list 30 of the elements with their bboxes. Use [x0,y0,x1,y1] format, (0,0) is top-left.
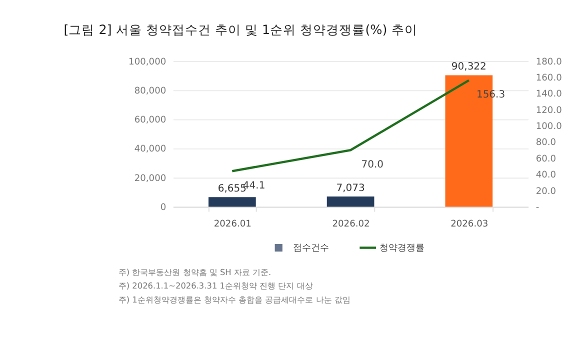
legend-label: 접수건수 [293,244,330,254]
y2-tick-label: - [536,202,540,213]
data-label: 7,073 [336,183,365,194]
y2-tick-label: 120.0 [536,106,562,116]
y-tick-label: 20,000 [134,174,166,184]
chart-title: [그림 2] 서울 청약접수건 추이 및 1순위 청약경쟁률(%) 추이 [64,22,418,38]
text: 주) 2026.1.1~2026.3.31 1순위청약 진행 단지 대상 [118,280,313,291]
y-tick-label: 40,000 [134,144,166,155]
text: 주) 1순위청약경쟁률은 청약자수 총합을 공급세대수로 나눈 값임 [118,294,350,304]
data-label: 70.0 [361,159,384,170]
bar [326,196,374,207]
x-tick-label: 2026.02 [332,219,370,230]
y-tick-label: 60,000 [134,116,166,126]
y2-tick-label: 20.0 [536,186,556,197]
x-tick-label: 2026.01 [214,219,252,230]
legend-label: 청약경쟁률 [380,244,425,254]
y2-tick-label: 100.0 [536,122,562,132]
y2-tick-label: 60.0 [536,154,556,164]
x-tick-label: 2026.03 [450,219,488,230]
y-tick-label: 80,000 [134,86,166,96]
y-tick-label: 0 [160,202,166,213]
y2-tick-label: 40.0 [536,170,556,181]
y2-tick-label: 80.0 [536,138,556,148]
y2-tick-label: 180.0 [536,57,562,68]
y2-tick-label: 140.0 [536,90,562,100]
data-label: 90,322 [451,62,486,73]
y2-tick-label: 160.0 [536,73,562,84]
text: 주) 한국부동산원 청약홈 및 SH 자료 기준. [118,267,272,278]
bar [208,197,256,207]
y-tick-label: 100,000 [128,57,166,68]
